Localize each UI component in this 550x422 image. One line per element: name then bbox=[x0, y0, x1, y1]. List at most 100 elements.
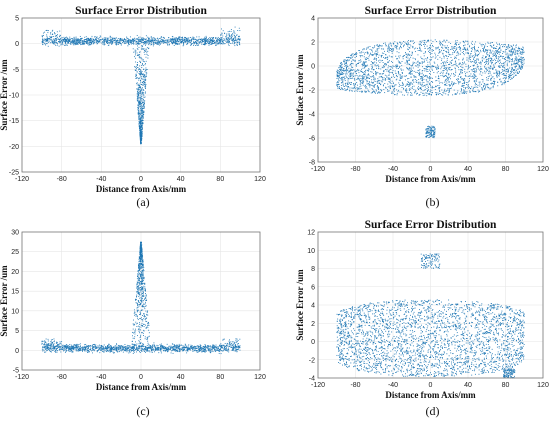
data-point bbox=[157, 38, 159, 40]
data-point bbox=[139, 120, 141, 122]
data-point bbox=[385, 57, 387, 59]
data-point bbox=[139, 100, 140, 102]
data-point bbox=[354, 83, 356, 84]
data-point bbox=[140, 86, 141, 88]
data-point bbox=[378, 56, 380, 58]
data-point bbox=[141, 97, 143, 99]
data-point bbox=[357, 78, 359, 79]
data-point bbox=[400, 42, 402, 44]
data-point bbox=[446, 39, 448, 41]
data-point bbox=[516, 62, 518, 64]
data-point bbox=[381, 73, 383, 75]
data-point bbox=[99, 41, 101, 43]
data-point bbox=[193, 40, 195, 42]
data-point bbox=[117, 38, 119, 39]
data-point bbox=[422, 92, 424, 94]
data-point bbox=[427, 134, 429, 136]
data-point bbox=[146, 69, 148, 70]
data-point bbox=[73, 39, 75, 41]
data-point bbox=[178, 38, 180, 40]
data-point bbox=[153, 42, 155, 43]
data-point bbox=[149, 37, 151, 39]
data-point bbox=[367, 52, 369, 54]
data-point bbox=[459, 46, 461, 48]
data-point bbox=[385, 54, 387, 55]
data-point bbox=[157, 37, 159, 39]
data-point bbox=[195, 45, 197, 46]
data-point bbox=[352, 76, 354, 78]
data-point bbox=[93, 39, 95, 40]
data-point bbox=[379, 73, 381, 75]
data-point bbox=[56, 31, 58, 33]
data-point bbox=[48, 39, 50, 41]
data-point bbox=[520, 62, 522, 64]
data-point bbox=[133, 56, 135, 58]
data-point bbox=[442, 94, 444, 96]
data-point bbox=[86, 40, 88, 42]
data-point bbox=[365, 66, 366, 68]
data-point bbox=[464, 91, 466, 93]
data-point bbox=[432, 92, 433, 94]
data-point bbox=[128, 42, 130, 43]
data-point bbox=[467, 48, 468, 50]
data-point bbox=[362, 55, 364, 57]
data-point bbox=[376, 67, 377, 69]
data-point bbox=[45, 41, 47, 43]
data-point bbox=[378, 89, 379, 90]
data-point bbox=[477, 84, 479, 86]
data-point bbox=[362, 76, 364, 78]
data-point bbox=[139, 86, 141, 88]
data-point bbox=[143, 41, 145, 43]
data-point bbox=[193, 38, 195, 40]
data-point bbox=[482, 50, 484, 51]
data-point bbox=[86, 37, 88, 39]
data-point bbox=[368, 73, 369, 75]
data-point bbox=[421, 85, 423, 87]
data-point bbox=[370, 61, 372, 63]
data-point bbox=[493, 83, 495, 85]
data-point bbox=[63, 36, 65, 38]
data-point bbox=[109, 42, 111, 44]
data-point bbox=[118, 41, 120, 43]
data-point bbox=[117, 40, 119, 41]
data-point bbox=[434, 136, 436, 138]
data-point bbox=[459, 76, 461, 78]
data-point bbox=[361, 82, 363, 84]
data-point bbox=[97, 41, 99, 43]
data-point bbox=[412, 63, 414, 65]
data-point bbox=[122, 40, 124, 42]
data-point bbox=[101, 39, 103, 41]
data-point bbox=[483, 58, 485, 60]
data-point bbox=[171, 42, 173, 44]
data-point bbox=[148, 48, 150, 50]
data-point bbox=[446, 52, 448, 54]
data-point bbox=[410, 72, 412, 74]
data-point bbox=[212, 39, 214, 41]
data-point bbox=[144, 64, 146, 66]
data-point bbox=[137, 87, 139, 89]
data-point bbox=[398, 57, 400, 59]
data-point bbox=[139, 128, 141, 129]
panel-label: (b) bbox=[426, 195, 440, 209]
data-point bbox=[85, 40, 87, 42]
data-point bbox=[146, 72, 148, 74]
data-point bbox=[183, 44, 185, 46]
data-point bbox=[138, 102, 139, 104]
data-point bbox=[461, 64, 463, 66]
data-point bbox=[139, 121, 141, 123]
data-point bbox=[427, 66, 429, 68]
data-point bbox=[484, 64, 486, 65]
data-point bbox=[475, 71, 477, 73]
data-point bbox=[481, 57, 483, 59]
data-point bbox=[139, 107, 141, 109]
data-point bbox=[407, 94, 409, 96]
data-point bbox=[465, 52, 467, 54]
data-point bbox=[421, 50, 423, 52]
data-point bbox=[454, 48, 456, 50]
data-point bbox=[338, 67, 340, 69]
data-point bbox=[61, 43, 63, 45]
data-point bbox=[439, 43, 441, 45]
data-point bbox=[375, 72, 377, 74]
data-point bbox=[46, 38, 48, 40]
data-point bbox=[487, 73, 489, 75]
